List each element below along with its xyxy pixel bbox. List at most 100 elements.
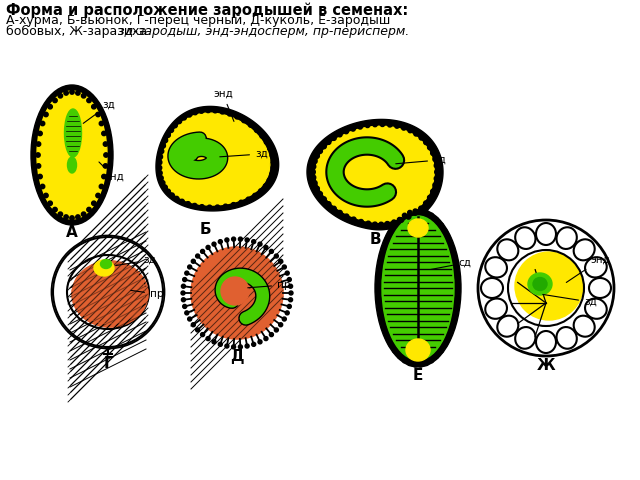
Circle shape [186,202,190,206]
Circle shape [187,112,191,117]
Circle shape [252,240,256,244]
Ellipse shape [382,216,454,360]
Circle shape [218,240,222,244]
Circle shape [268,146,273,151]
Circle shape [193,204,197,208]
Circle shape [515,252,583,320]
Circle shape [199,108,204,113]
Circle shape [310,170,316,174]
Circle shape [220,109,225,114]
Circle shape [351,217,356,222]
Circle shape [207,205,212,210]
Ellipse shape [573,316,595,336]
Circle shape [351,127,355,131]
Text: бобовых, Ж-заразиха.: бобовых, Ж-заразиха. [6,25,155,38]
Circle shape [311,164,316,169]
Ellipse shape [37,91,107,219]
Circle shape [92,201,96,205]
Circle shape [259,189,263,193]
Circle shape [87,207,92,212]
Circle shape [399,217,404,222]
Circle shape [258,340,262,344]
Polygon shape [156,107,278,211]
Circle shape [269,172,275,177]
Ellipse shape [408,219,428,237]
Ellipse shape [485,257,507,277]
Circle shape [36,153,40,157]
Circle shape [40,184,45,189]
Circle shape [419,209,423,214]
Circle shape [312,181,317,185]
Circle shape [206,108,211,113]
Circle shape [429,213,433,217]
Circle shape [212,340,216,344]
Circle shape [413,209,417,214]
Circle shape [264,140,269,144]
Circle shape [289,291,293,295]
Circle shape [452,316,457,321]
Text: энд: энд [566,255,610,282]
Circle shape [191,323,195,327]
Ellipse shape [375,209,461,367]
Ellipse shape [585,257,607,277]
Circle shape [372,222,378,227]
Circle shape [269,250,273,253]
Circle shape [433,183,438,187]
Circle shape [253,193,257,198]
Circle shape [160,180,165,185]
Text: Е: Е [413,368,423,383]
Circle shape [282,317,286,321]
Circle shape [326,140,331,144]
Circle shape [358,124,362,129]
Circle shape [388,229,393,234]
Circle shape [289,284,292,288]
Circle shape [196,328,200,332]
Circle shape [454,265,459,269]
Circle shape [380,122,385,127]
Circle shape [185,311,189,315]
Circle shape [431,189,435,194]
Circle shape [452,255,457,260]
Ellipse shape [557,227,577,249]
Text: энд: энд [213,89,234,121]
Circle shape [376,276,381,280]
Circle shape [181,291,185,295]
Circle shape [225,238,229,242]
Circle shape [264,184,268,188]
Ellipse shape [497,316,518,336]
Circle shape [193,110,198,115]
Circle shape [434,217,438,222]
Circle shape [322,197,326,202]
Circle shape [433,157,438,161]
Circle shape [221,277,249,305]
Circle shape [271,160,276,164]
Circle shape [376,296,381,300]
Circle shape [424,361,428,366]
Circle shape [260,133,264,138]
Circle shape [271,166,276,170]
Circle shape [275,254,278,258]
Ellipse shape [481,278,503,298]
Circle shape [188,265,191,269]
Circle shape [104,153,108,157]
Ellipse shape [536,223,556,245]
Circle shape [443,342,447,347]
Ellipse shape [72,261,148,327]
Circle shape [454,307,459,311]
Circle shape [206,336,210,341]
Circle shape [424,201,428,205]
Circle shape [315,186,319,191]
Circle shape [379,255,383,260]
Circle shape [435,176,439,181]
Circle shape [393,348,397,353]
Circle shape [252,342,256,347]
Circle shape [278,259,283,263]
Circle shape [450,246,454,250]
Circle shape [424,210,428,215]
Text: Форма и расположение зародышей в семенах:: Форма и расположение зародышей в семенах… [6,2,408,17]
Circle shape [435,163,439,168]
Circle shape [44,112,48,117]
Circle shape [378,307,381,311]
Ellipse shape [497,240,518,260]
Circle shape [388,122,392,127]
